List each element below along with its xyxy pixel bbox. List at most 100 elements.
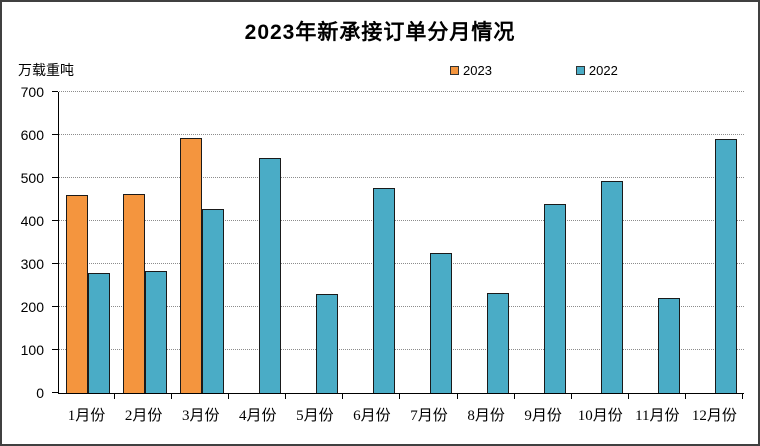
- gridline: [59, 134, 744, 135]
- legend-label-2023: 2023: [463, 63, 492, 78]
- x-axis-tick-cell: [115, 394, 173, 399]
- bar-group: [294, 92, 338, 393]
- x-axis-tick-cell: [629, 394, 686, 399]
- x-tick-label: 5月份: [296, 408, 334, 424]
- categories-row: [59, 92, 744, 393]
- y-tick-label: 700: [20, 84, 44, 100]
- y-axis-tick: [52, 306, 58, 307]
- category-cell: [344, 92, 401, 393]
- y-axis-tick-labels: 0 100 200 300 400 500 600 700: [2, 84, 50, 401]
- bar-group: [579, 92, 624, 393]
- x-tick-label: 11月份: [635, 408, 680, 424]
- bar-2022-12月份: [715, 138, 738, 393]
- plot-area: [52, 91, 744, 394]
- category-cell: [230, 92, 287, 393]
- bar-group: [122, 92, 167, 393]
- chart-title: 2023年新承接订单分月情况: [244, 21, 516, 44]
- category-cell: [573, 92, 630, 393]
- x-axis-tick-cell: [172, 394, 230, 399]
- x-axis-tick-cell: [58, 394, 116, 399]
- y-tick-label: 100: [20, 342, 44, 359]
- y-tick-label: 200: [20, 299, 44, 316]
- legend-marker-2023: [450, 66, 459, 75]
- category-cell: [287, 92, 344, 393]
- bar-group: [179, 92, 224, 393]
- y-axis-unit-label: 万载重吨: [18, 62, 74, 78]
- bar-2023-1月份: [65, 195, 88, 393]
- y-tick-label: 500: [20, 170, 44, 186]
- y-axis-tick: [52, 392, 58, 393]
- y-axis-tick: [52, 263, 58, 264]
- bar-2022-8月份: [487, 293, 510, 393]
- x-tick-label: 6月份: [353, 408, 391, 424]
- x-axis-tick-cell: [515, 394, 572, 399]
- category-cell: [630, 92, 687, 393]
- bar-2022-4月份: [258, 158, 281, 393]
- y-tick-label: 400: [20, 213, 44, 230]
- x-tick-label: 12月份: [691, 408, 737, 424]
- category-cell: [173, 92, 230, 393]
- bar-group: [65, 92, 110, 393]
- bar-group: [237, 92, 281, 393]
- bar-2023-3月份: [179, 138, 202, 393]
- bar-group: [693, 92, 738, 393]
- gridline: [59, 91, 744, 92]
- category-cell: [401, 92, 458, 393]
- legend-item-2022: 2022: [575, 63, 618, 78]
- bar-2022-3月份: [201, 208, 224, 393]
- category-cell: [459, 92, 516, 393]
- legend-item-2023: 2023: [450, 63, 492, 78]
- gridline: [59, 306, 744, 307]
- x-tick-label: 7月份: [410, 408, 448, 424]
- legend: 2023 2022: [450, 63, 618, 78]
- gridline: [59, 263, 744, 264]
- bar-group: [636, 92, 681, 393]
- bar-2022-9月份: [544, 203, 567, 393]
- bar-2022-1月份: [87, 272, 110, 393]
- legend-marker-2022: [575, 66, 585, 75]
- category-cell: [687, 92, 744, 393]
- bar-2022-11月份: [658, 298, 681, 393]
- x-axis-tick-labels: 1月份 2月份 3月份 4月份 5月份 6月份 7月份 8月份 9月份 10月份 11月份 12月份: [58, 404, 743, 425]
- x-tick-label: 10月份: [577, 408, 623, 424]
- y-axis-tick: [52, 220, 58, 221]
- x-tick-label: 3月份: [181, 408, 220, 424]
- y-axis-tick: [52, 349, 58, 350]
- y-axis-tick: [52, 91, 58, 92]
- x-axis-tick-cell: [229, 394, 287, 399]
- bar-group: [408, 92, 452, 393]
- x-tick-label: 8月份: [467, 408, 505, 424]
- category-cell: [116, 92, 173, 393]
- bar-group: [465, 92, 510, 393]
- legend-label-2022: 2022: [588, 63, 618, 78]
- x-axis-tick-cell: [343, 394, 401, 399]
- gridline: [59, 220, 744, 221]
- bar-2022-2月份: [144, 271, 167, 393]
- y-tick-label: 300: [20, 256, 44, 272]
- gridline: [59, 177, 744, 178]
- x-tick-label: 9月份: [524, 408, 562, 424]
- x-axis-tick-cell: [286, 394, 344, 399]
- bar-2023-2月份: [122, 193, 145, 393]
- x-axis-ticks: [58, 394, 743, 399]
- y-tick-label: 600: [20, 127, 44, 143]
- bar-2022-7月份: [430, 252, 452, 393]
- x-tick-label: 4月份: [239, 408, 277, 424]
- category-cell: [516, 92, 573, 393]
- y-tick-label: 0: [36, 385, 44, 401]
- x-axis-tick-cell: [400, 394, 458, 399]
- y-axis-tick: [52, 177, 58, 178]
- bar-2022-5月份: [315, 294, 338, 393]
- bar-2022-10月份: [601, 181, 624, 393]
- x-tick-label: 1月份: [67, 408, 106, 424]
- x-tick-label: 2月份: [124, 408, 163, 424]
- bar-2022-6月份: [372, 187, 395, 393]
- category-cell: [59, 92, 116, 393]
- y-axis-tick: [52, 134, 58, 135]
- x-axis-tick-cell: [572, 394, 629, 399]
- x-axis-tick-cell: [458, 394, 515, 399]
- gridline: [59, 349, 744, 350]
- x-axis-tick-cell: [686, 394, 743, 399]
- bar-group: [351, 92, 395, 393]
